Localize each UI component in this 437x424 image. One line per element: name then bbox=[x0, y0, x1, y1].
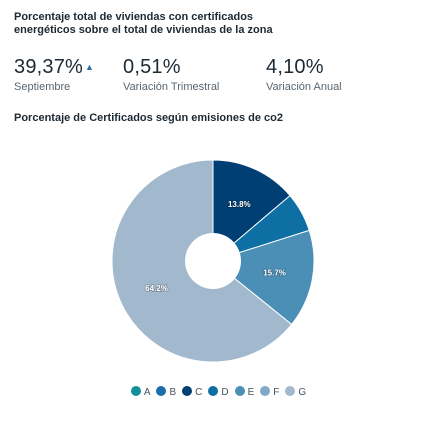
donut-hole bbox=[185, 233, 241, 289]
legend-item-e[interactable]: E bbox=[234, 386, 255, 398]
stat-annual-value: 4,10% bbox=[266, 56, 324, 78]
legend-swatch-a bbox=[130, 386, 141, 396]
stat-annual-label: Variación Anual bbox=[266, 81, 342, 93]
stat-september-value-text: 39,37% bbox=[14, 56, 84, 78]
legend-item-d[interactable]: D bbox=[208, 386, 229, 398]
legend-swatch-e bbox=[234, 386, 245, 396]
slice-label-g: 64.2% bbox=[145, 284, 168, 293]
slice-label-e: 15.7% bbox=[263, 269, 286, 278]
chart-legend: A B C D E F G bbox=[0, 386, 437, 398]
legend-swatch-g bbox=[285, 386, 296, 396]
donut-chart: 13.8% 15.7% 64.2% bbox=[111, 159, 315, 363]
legend-swatch-c bbox=[182, 386, 193, 396]
chart-title: Porcentaje de Certificados según emision… bbox=[14, 112, 283, 124]
stat-annual: 4,10% Variación Anual bbox=[266, 56, 342, 94]
legend-item-c[interactable]: C bbox=[182, 386, 202, 398]
legend-item-f[interactable]: F bbox=[260, 386, 279, 398]
legend-label-g: G bbox=[298, 387, 307, 398]
stat-september-value: 39,37% ▲ bbox=[14, 56, 94, 78]
stat-quarterly-value: 0,51% bbox=[123, 56, 181, 78]
stat-quarterly-label: Variación Trimestral bbox=[123, 81, 220, 93]
legend-label-b: B bbox=[169, 387, 177, 398]
legend-label-e: E bbox=[247, 387, 255, 398]
slice-c[interactable] bbox=[212, 159, 291, 263]
stats-row: 39,37% ▲ Septiembre 0,51% Variación Trime… bbox=[14, 56, 424, 96]
legend-item-b[interactable]: B bbox=[156, 386, 176, 398]
legend-label-a: A bbox=[143, 387, 151, 398]
total-certificates-title: Porcentaje total de viviendas con certif… bbox=[14, 11, 273, 36]
legend-swatch-b bbox=[156, 386, 167, 396]
legend-swatch-d bbox=[208, 386, 219, 396]
stat-september: 39,37% ▲ Septiembre bbox=[14, 56, 94, 94]
legend-item-g[interactable]: G bbox=[285, 386, 306, 398]
legend-label-d: D bbox=[221, 387, 229, 398]
legend-label-f: F bbox=[273, 387, 280, 398]
stat-quarterly: 0,51% Variación Trimestral bbox=[123, 56, 219, 94]
legend-label-c: C bbox=[195, 387, 203, 398]
legend-swatch-f bbox=[260, 386, 271, 396]
slice-label-c: 13.8% bbox=[228, 200, 251, 209]
legend-item-a[interactable]: A bbox=[130, 386, 151, 398]
caret-up-icon: ▲ bbox=[85, 62, 95, 72]
stat-september-label: Septiembre bbox=[14, 81, 71, 93]
